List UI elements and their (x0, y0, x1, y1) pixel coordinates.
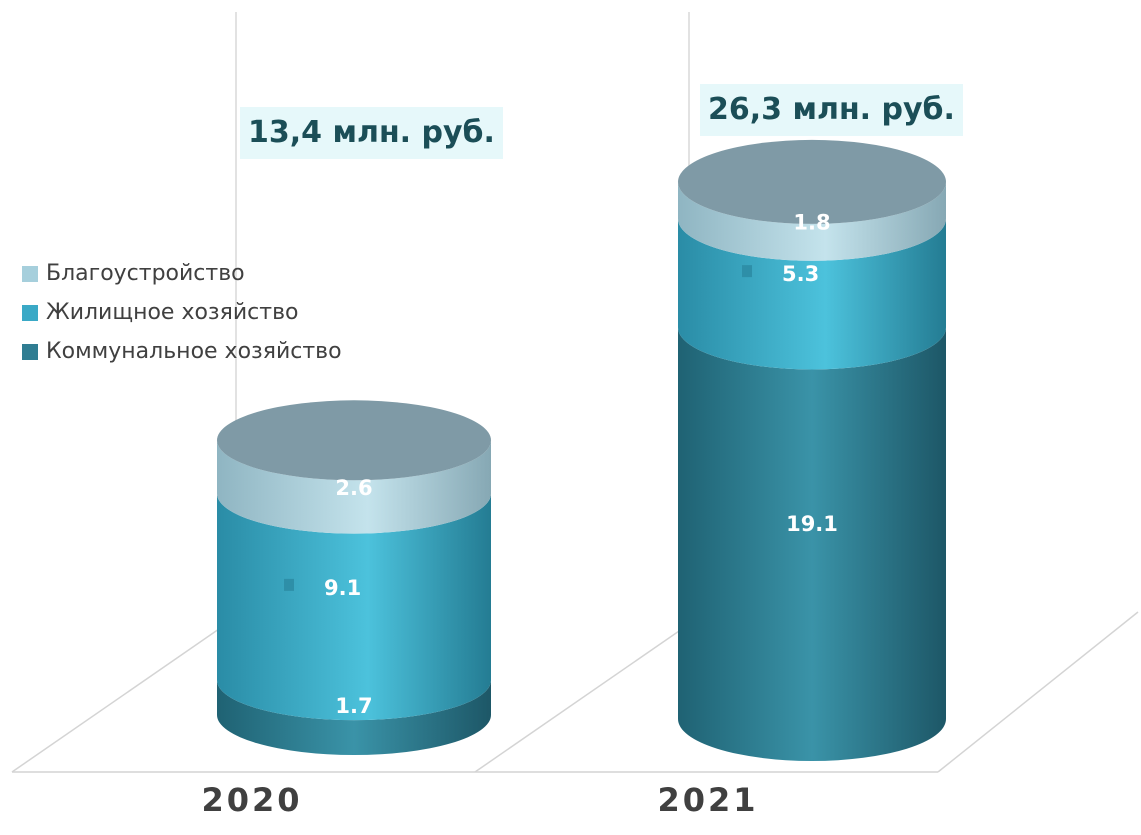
bar-segment-2020-series-0 (217, 680, 491, 755)
bar-top-cap-2020 (217, 400, 491, 481)
total-label-2020: 13,4 млн. руб. (240, 107, 503, 159)
data-label-marker-2021 (742, 265, 752, 278)
bar-segment-2021-series-0 (678, 327, 946, 761)
bars-layer: 1.7 9.1 2.6 19.1 5.3 1.8 (217, 139, 946, 761)
legend: Благоустройство Жилищное хозяйство Комму… (22, 254, 342, 371)
legend-swatch (22, 265, 38, 282)
data-label-2021-series-2: 1.8 (793, 210, 830, 234)
bar-segment-2020-series-2 (217, 440, 491, 534)
x-tick-2020: 2020 (201, 781, 303, 819)
legend-label: Жилищное хозяйство (46, 300, 299, 325)
bar-top-cap-2021 (678, 139, 946, 224)
legend-label: Коммунальное хозяйство (46, 339, 342, 364)
legend-item-blagoustroystvo: Благоустройство (22, 254, 342, 293)
data-label-2020-series-1: 9.1 (324, 576, 361, 600)
data-label-2021-series-0: 19.1 (786, 512, 838, 536)
bar-segment-2020-series-1 (217, 493, 491, 721)
legend-label: Благоустройство (46, 261, 245, 286)
data-label-2020-series-0: 1.7 (335, 694, 372, 718)
floor-plane (11, 611, 1139, 773)
x-tick-2021: 2021 (657, 781, 759, 819)
legend-item-kommunalnoe: Коммунальное хозяйство (22, 332, 342, 371)
legend-item-zhilishchnoe: Жилищное хозяйство (22, 293, 342, 332)
legend-swatch (22, 304, 38, 321)
bar-segment-2021-series-1 (678, 218, 946, 370)
bar-segment-2021-series-2 (678, 181, 946, 261)
legend-swatch (22, 343, 38, 360)
total-label-2021: 26,3 млн. руб. (700, 84, 963, 136)
data-label-2021-series-1: 5.3 (782, 262, 819, 286)
data-label-2020-series-2: 2.6 (335, 476, 372, 500)
data-label-marker-2020 (284, 578, 294, 591)
